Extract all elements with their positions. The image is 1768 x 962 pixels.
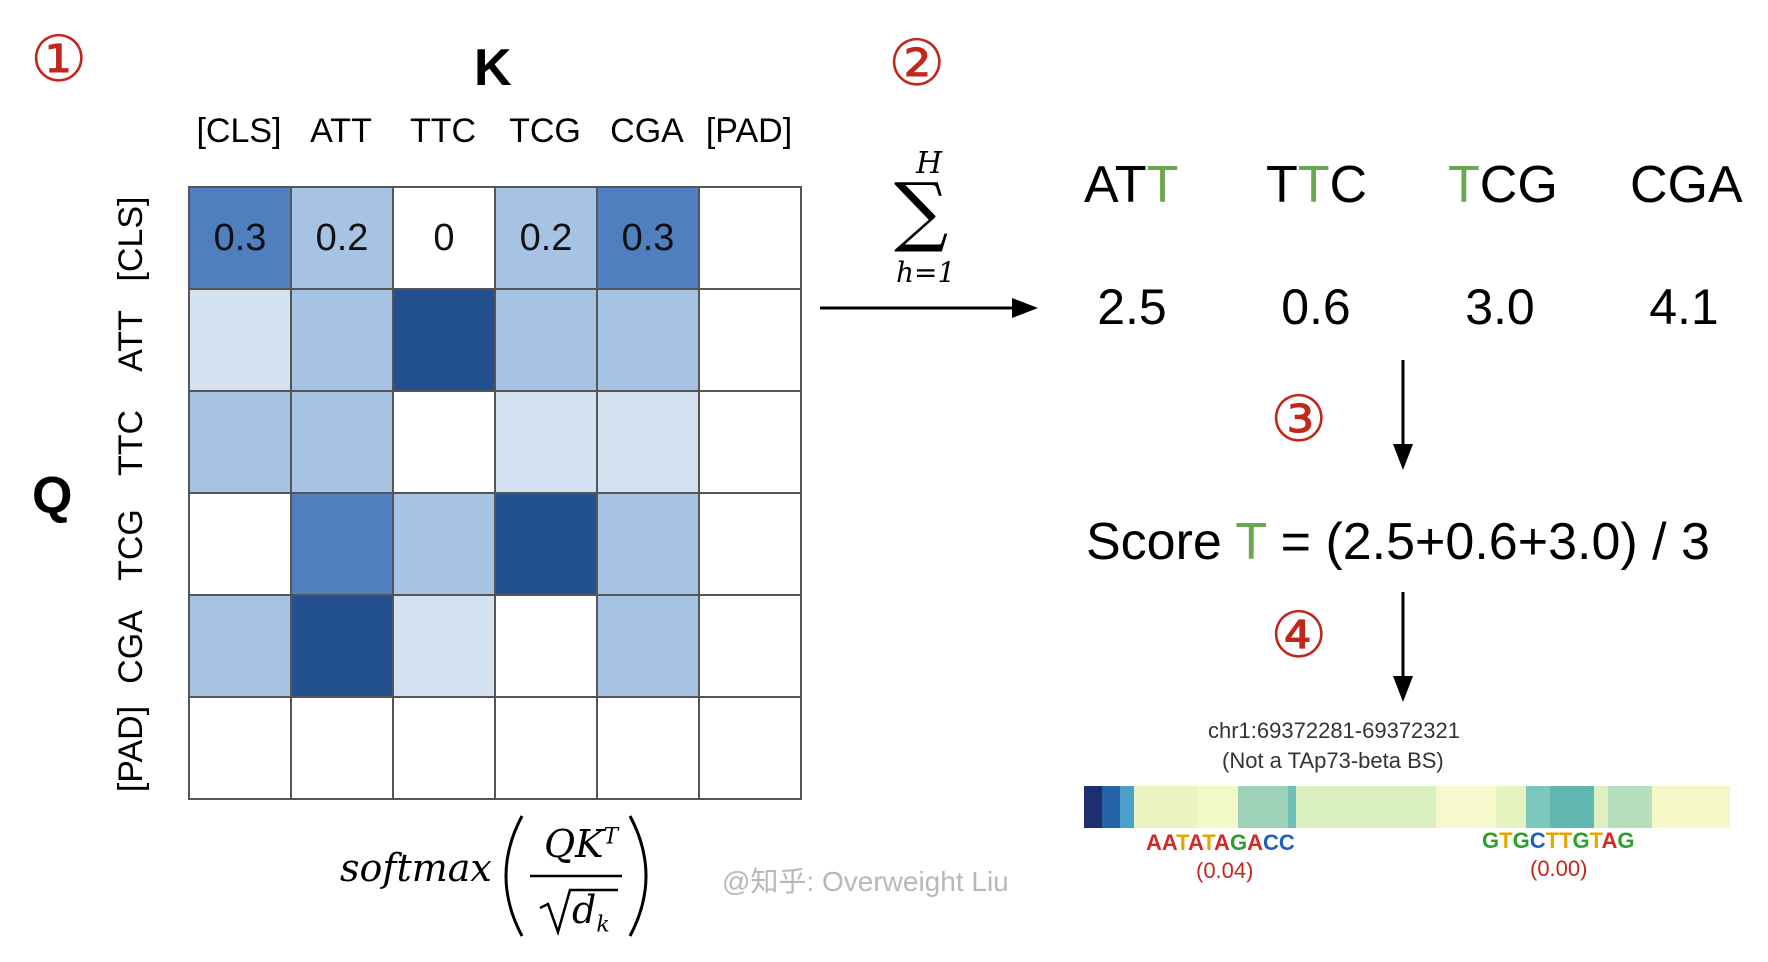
track-segment bbox=[1120, 786, 1134, 828]
matrix-cell bbox=[598, 290, 700, 392]
track-segment bbox=[1594, 786, 1608, 828]
track-segment bbox=[1608, 786, 1652, 828]
kmer-label: ATT bbox=[1084, 156, 1179, 214]
matrix-cell bbox=[496, 596, 598, 698]
matrix-cell bbox=[190, 392, 292, 494]
matrix-cell bbox=[190, 596, 292, 698]
matrix-cell bbox=[394, 494, 496, 596]
row-label: TCG bbox=[112, 509, 150, 581]
track-segment bbox=[1496, 786, 1526, 828]
track-segment bbox=[1296, 786, 1436, 828]
arrow-to-kmers bbox=[820, 298, 1038, 318]
column-label: [PAD] bbox=[705, 112, 793, 150]
softmax-label: softmax bbox=[340, 846, 492, 890]
score-token: T bbox=[1235, 513, 1267, 571]
matrix-cell bbox=[700, 494, 802, 596]
kmer-attention-value: 0.6 bbox=[1281, 279, 1351, 335]
kmer-label: TCG bbox=[1448, 156, 1558, 214]
row-label: [CLS] bbox=[112, 196, 150, 282]
matrix-cell bbox=[700, 698, 802, 800]
arrow-to-genome bbox=[1393, 592, 1413, 702]
matrix-cell bbox=[292, 392, 394, 494]
track-segment bbox=[1526, 786, 1550, 828]
matrix-cell bbox=[190, 290, 292, 392]
key-axis-title: K bbox=[474, 39, 512, 97]
formula-numerator: QKT bbox=[544, 822, 619, 866]
matrix-cell bbox=[394, 698, 496, 800]
matrix-cell: 0 bbox=[394, 188, 496, 290]
watermark: @知乎: Overweight Liu bbox=[722, 866, 1009, 897]
track-segment bbox=[1288, 786, 1296, 828]
row-label: TTC bbox=[112, 409, 150, 477]
matrix-cell bbox=[190, 494, 292, 596]
track-segment bbox=[1134, 786, 1198, 828]
track-segment bbox=[1198, 786, 1238, 828]
sum-over-heads: H ∑ h=1 bbox=[894, 146, 956, 289]
column-label: TCG bbox=[509, 112, 581, 150]
step-4-marker: ④ bbox=[1270, 599, 1328, 673]
row-label: ATT bbox=[112, 310, 150, 372]
query-axis-title: Q bbox=[32, 467, 73, 525]
motif-1-sequence: AATATAGACC bbox=[1146, 830, 1295, 855]
track-segment bbox=[1436, 786, 1496, 828]
track-segment bbox=[1084, 786, 1102, 828]
formula-denominator: dk bbox=[572, 888, 610, 938]
matrix-cell bbox=[700, 290, 802, 392]
softmax-formula: softmax QKT dk bbox=[340, 808, 650, 944]
column-label: ATT bbox=[310, 112, 372, 150]
motif-1-score: (0.04) bbox=[1196, 858, 1254, 883]
matrix-cell bbox=[496, 494, 598, 596]
step-3-marker: ③ bbox=[1270, 383, 1328, 457]
column-label: TTC bbox=[409, 112, 477, 150]
matrix-cell bbox=[598, 596, 700, 698]
genome-note: (Not a TAp73-beta BS) bbox=[1222, 748, 1444, 773]
kmer-label: TTC bbox=[1266, 156, 1368, 214]
matrix-cell: 0.3 bbox=[598, 188, 700, 290]
kmer-label: CGA bbox=[1630, 156, 1743, 214]
genome-locus: chr1:69372281-69372321 bbox=[1208, 718, 1461, 743]
matrix-cell bbox=[496, 392, 598, 494]
matrix-cell bbox=[190, 698, 292, 800]
step-1-marker: ① bbox=[30, 23, 88, 97]
step-2-marker: ② bbox=[888, 27, 946, 101]
matrix-cell bbox=[394, 596, 496, 698]
kmer-attention-value: 3.0 bbox=[1465, 279, 1535, 335]
track-segment bbox=[1652, 786, 1730, 828]
column-label: CGA bbox=[610, 112, 684, 150]
column-label: [CLS] bbox=[196, 112, 282, 150]
matrix-cell: 0.3 bbox=[190, 188, 292, 290]
row-label: CGA bbox=[112, 610, 150, 684]
kmer-attention-value: 4.1 bbox=[1649, 279, 1719, 335]
motif-2-sequence: GTGCTTGTAG bbox=[1482, 828, 1635, 853]
matrix-cell: 0.2 bbox=[496, 188, 598, 290]
row-label: [PAD] bbox=[112, 705, 150, 793]
formula-brackets bbox=[504, 815, 648, 937]
matrix-cell bbox=[700, 392, 802, 494]
motif-2-score: (0.00) bbox=[1530, 856, 1588, 881]
matrix-cell bbox=[292, 290, 394, 392]
matrix-cell bbox=[496, 698, 598, 800]
track-segment bbox=[1550, 786, 1594, 828]
matrix-cell bbox=[292, 596, 394, 698]
matrix-cell bbox=[292, 494, 394, 596]
matrix-cell bbox=[598, 494, 700, 596]
matrix-cell bbox=[292, 698, 394, 800]
attention-matrix: 0.3 0.2 0 0.2 0.3 bbox=[188, 186, 802, 800]
matrix-cell bbox=[394, 392, 496, 494]
matrix-cell bbox=[496, 290, 598, 392]
track-segment bbox=[1238, 786, 1288, 828]
kmer-attention-value: 2.5 bbox=[1097, 279, 1167, 335]
score-formula: Score T = (2.5+0.6+3.0) / 3 bbox=[1086, 513, 1710, 571]
attention-track bbox=[1084, 786, 1730, 828]
matrix-cell bbox=[394, 290, 496, 392]
track-segment bbox=[1102, 786, 1120, 828]
matrix-cell bbox=[598, 392, 700, 494]
matrix-cell bbox=[598, 698, 700, 800]
matrix-cell: 0.2 bbox=[292, 188, 394, 290]
matrix-cell bbox=[700, 188, 802, 290]
arrow-to-score bbox=[1393, 360, 1413, 470]
matrix-cell bbox=[700, 596, 802, 698]
